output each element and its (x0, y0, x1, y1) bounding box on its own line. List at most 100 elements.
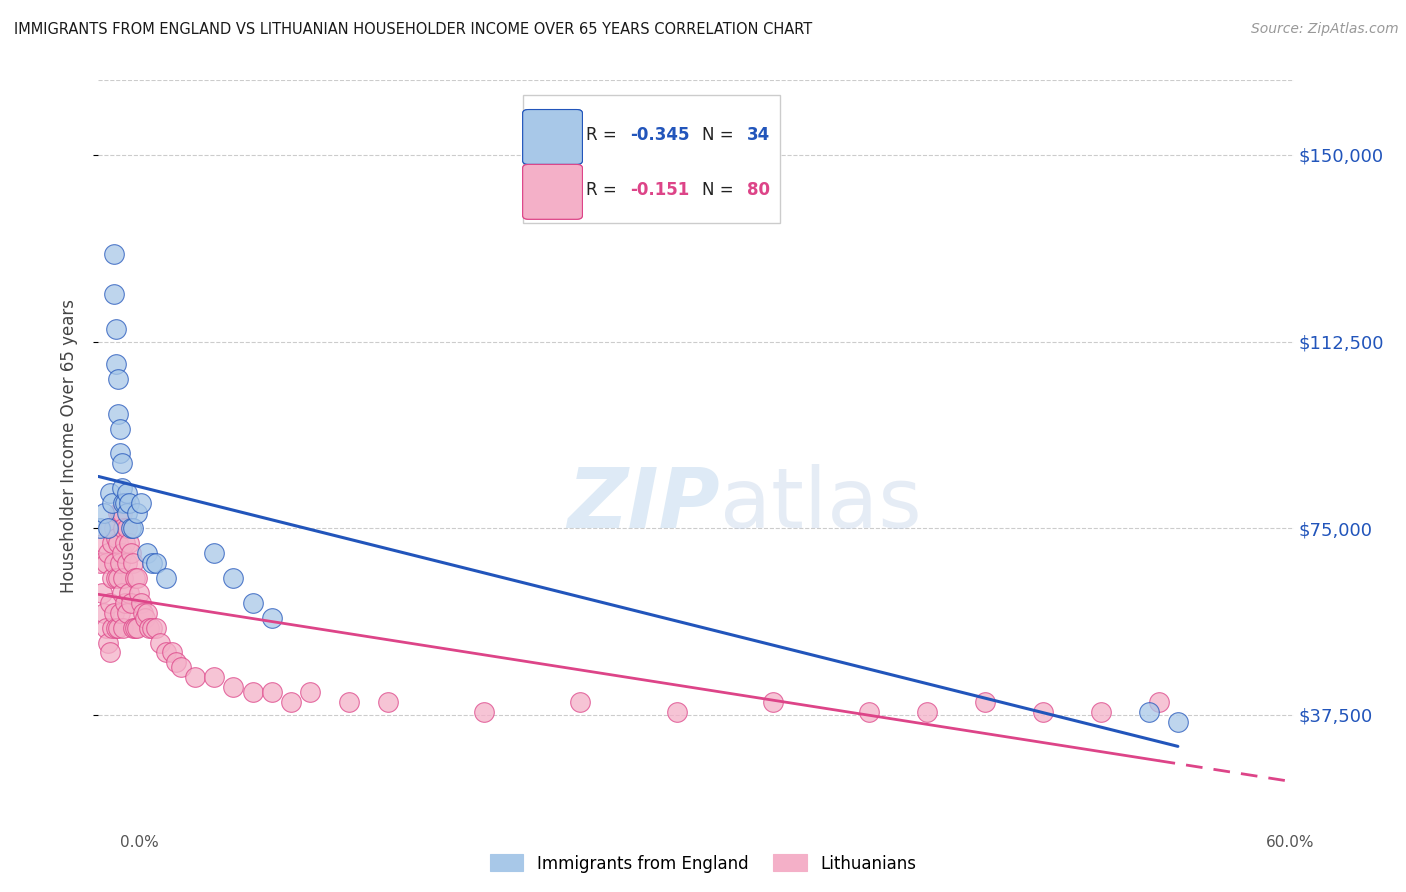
Point (98, 645, 121, 659)
Point (103, 521, 125, 535)
Point (98, 596, 121, 610)
Point (337, 695, 360, 709)
Point (107, 506, 129, 520)
Point (97, 521, 120, 535)
Point (108, 606, 131, 620)
Point (134, 610, 156, 624)
Point (118, 536, 141, 550)
Point (129, 496, 152, 510)
Point (110, 506, 132, 520)
Point (112, 571, 135, 585)
Point (202, 546, 225, 560)
Point (138, 621, 160, 635)
Point (94, 556, 117, 570)
Point (117, 606, 139, 620)
Point (260, 610, 283, 624)
Point (108, 446, 131, 460)
Point (89, 521, 111, 535)
Point (104, 357, 127, 371)
Point (135, 606, 157, 620)
Text: -0.345: -0.345 (630, 126, 690, 145)
Point (110, 457, 132, 471)
Point (222, 571, 245, 585)
Text: 34: 34 (748, 126, 770, 145)
Point (141, 556, 163, 570)
Point (103, 247, 125, 261)
Point (184, 670, 207, 684)
Point (242, 596, 264, 610)
Point (132, 606, 155, 620)
Point (101, 536, 124, 550)
Point (118, 496, 141, 510)
Point (112, 521, 135, 535)
FancyBboxPatch shape (523, 110, 582, 164)
Point (1137, 705, 1160, 719)
Point (108, 506, 131, 520)
Point (104, 571, 127, 585)
Point (118, 586, 141, 600)
Text: N =: N = (702, 126, 738, 145)
Text: -0.151: -0.151 (630, 181, 689, 199)
Point (114, 496, 136, 510)
Point (160, 645, 183, 659)
Point (107, 407, 129, 421)
Point (242, 685, 264, 699)
Point (114, 536, 136, 550)
Point (165, 656, 187, 670)
Point (110, 586, 132, 600)
Text: R =: R = (586, 181, 621, 199)
Point (104, 322, 127, 336)
Point (135, 546, 157, 560)
Point (222, 681, 245, 695)
Text: ZIP: ZIP (567, 464, 720, 545)
Point (120, 546, 142, 560)
Point (89, 556, 111, 570)
Point (122, 621, 145, 635)
Point (665, 705, 688, 719)
Point (974, 695, 997, 709)
Point (94, 621, 117, 635)
Point (129, 596, 152, 610)
Point (120, 521, 142, 535)
FancyBboxPatch shape (523, 95, 779, 223)
Point (112, 621, 135, 635)
Point (104, 621, 127, 635)
Point (125, 506, 148, 520)
Point (299, 685, 322, 699)
Point (125, 571, 148, 585)
Point (98, 486, 121, 500)
Point (202, 670, 225, 684)
Point (107, 621, 129, 635)
Y-axis label: Householder Income Over 65 years: Householder Income Over 65 years (59, 299, 77, 593)
Point (110, 481, 132, 495)
Point (1032, 705, 1054, 719)
Point (120, 596, 142, 610)
Point (104, 531, 127, 545)
Point (91, 586, 114, 600)
Point (97, 635, 120, 649)
Point (117, 486, 139, 500)
Point (170, 660, 193, 674)
Point (1147, 695, 1170, 709)
Point (117, 506, 139, 520)
Point (569, 695, 592, 709)
Text: 80: 80 (748, 181, 770, 199)
Point (103, 556, 125, 570)
Point (101, 571, 124, 585)
Point (141, 621, 163, 635)
Point (117, 556, 139, 570)
Point (1167, 715, 1189, 730)
Text: 0.0%: 0.0% (120, 836, 159, 850)
Point (858, 705, 880, 719)
Text: atlas: atlas (720, 464, 921, 545)
Point (122, 521, 145, 535)
Point (101, 621, 124, 635)
Point (93, 536, 115, 550)
Text: 60.0%: 60.0% (1267, 836, 1315, 850)
Point (93, 606, 115, 620)
Point (107, 571, 129, 585)
Point (145, 621, 167, 635)
Text: N =: N = (702, 181, 738, 199)
Point (114, 596, 136, 610)
Text: IMMIGRANTS FROM ENGLAND VS LITHUANIAN HOUSEHOLDER INCOME OVER 65 YEARS CORRELATI: IMMIGRANTS FROM ENGLAND VS LITHUANIAN HO… (14, 22, 813, 37)
